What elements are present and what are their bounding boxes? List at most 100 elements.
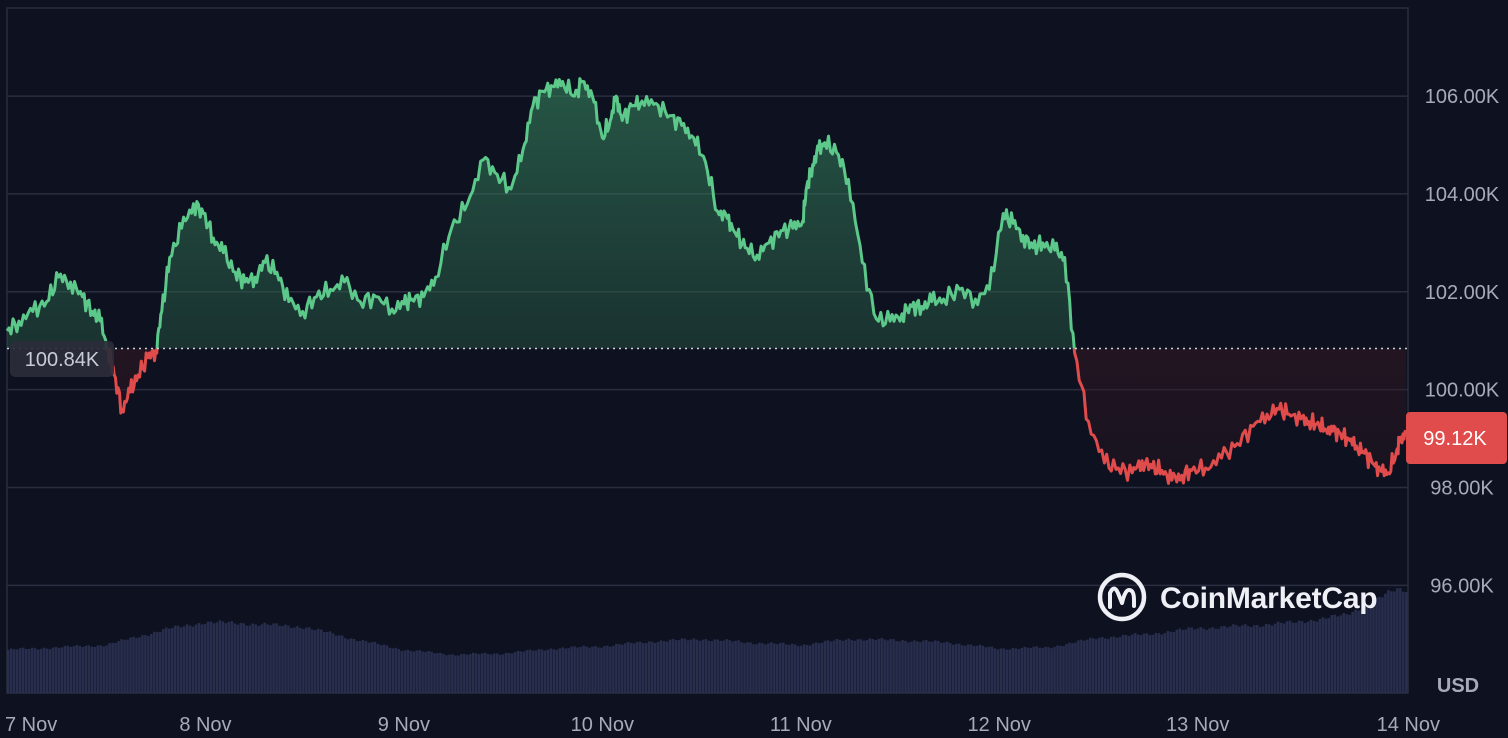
volume-bar xyxy=(1300,621,1304,693)
volume-bar xyxy=(57,647,61,693)
volume-bar xyxy=(579,646,582,693)
volume-bar xyxy=(1318,618,1322,693)
volume-bar xyxy=(913,640,916,693)
volume-bar xyxy=(588,647,591,693)
volume-bar xyxy=(164,627,168,693)
volume-bar xyxy=(51,647,55,693)
volume-bar xyxy=(713,639,716,693)
volume-bar xyxy=(230,621,234,693)
volume-bar xyxy=(1056,645,1059,693)
volume-bar xyxy=(981,645,985,693)
volume-bar xyxy=(969,644,973,693)
volume-bar xyxy=(382,644,386,693)
volume-bar xyxy=(1109,636,1113,693)
volume-bar xyxy=(785,644,788,693)
volume-bar xyxy=(224,623,228,693)
volume-bar xyxy=(266,624,269,693)
volume-bar xyxy=(1267,624,1271,693)
volume-bar xyxy=(90,646,93,693)
volume-bar xyxy=(513,652,517,693)
volume-bar xyxy=(84,645,88,693)
volume-bar xyxy=(200,624,204,693)
volume-bar xyxy=(975,645,979,693)
volume-bar xyxy=(1279,622,1283,693)
volume-bar xyxy=(996,649,1000,693)
volume-bar xyxy=(546,649,550,693)
price-line xyxy=(5,77,1408,485)
volume-bar xyxy=(1041,647,1044,693)
volume-bar xyxy=(1321,617,1325,693)
volume-bar xyxy=(650,641,654,693)
volume-bar xyxy=(793,644,797,693)
volume-bar xyxy=(150,634,153,693)
volume-bar xyxy=(594,646,597,693)
volume-bar xyxy=(1270,625,1274,693)
volume-bar xyxy=(15,649,19,693)
volume-bar xyxy=(1103,638,1107,693)
price-line-up xyxy=(5,77,1076,349)
volume-bar xyxy=(403,650,406,693)
y-tick-label: 98.00K xyxy=(1430,478,1494,500)
volume-bar xyxy=(1145,633,1149,693)
volume-bar xyxy=(543,650,547,693)
volume-bar xyxy=(856,639,860,693)
volume-bar xyxy=(463,653,466,693)
volume-bar xyxy=(737,640,740,693)
volume-bar xyxy=(454,655,457,693)
volume-bar xyxy=(850,640,854,693)
volume-bar xyxy=(1384,593,1387,693)
volume-bar xyxy=(558,648,561,693)
volume-bar xyxy=(373,641,377,693)
volume-bar xyxy=(567,648,570,693)
volume-bar xyxy=(406,649,409,693)
volume-bar xyxy=(519,651,523,693)
volume-bar xyxy=(814,642,818,693)
volume-bar xyxy=(710,641,714,693)
volume-bar xyxy=(615,643,618,693)
volume-bar xyxy=(1020,648,1024,693)
volume-bar xyxy=(1142,633,1146,693)
volume-bar xyxy=(990,646,994,693)
volume-bar xyxy=(612,645,615,693)
volume-bar xyxy=(1097,637,1101,693)
volume-bar xyxy=(36,649,40,693)
volume-bar xyxy=(394,647,398,693)
volume-bar xyxy=(63,645,67,693)
volume-bar xyxy=(1387,590,1390,693)
volume-bar xyxy=(173,625,177,693)
volume-bar xyxy=(945,641,949,693)
volume-bar xyxy=(21,647,25,693)
volume-bar xyxy=(1229,626,1232,693)
volume-bar xyxy=(182,626,186,693)
volume-bar xyxy=(1375,597,1378,693)
volume-bar xyxy=(937,641,940,693)
volume-bar xyxy=(370,642,374,693)
volume-bar xyxy=(805,644,809,693)
volume-bar xyxy=(984,647,988,693)
volume-bar xyxy=(796,646,800,693)
volume-bar xyxy=(919,642,922,693)
volume-bar xyxy=(1369,604,1372,693)
volume-bar xyxy=(138,637,141,693)
volume-bar xyxy=(1154,632,1158,693)
volume-bar xyxy=(683,638,687,693)
volume-bar xyxy=(498,654,502,693)
volume-bar xyxy=(54,646,58,693)
volume-bar xyxy=(635,641,639,693)
volume-bar xyxy=(1261,626,1265,693)
volume-bar xyxy=(1220,626,1223,693)
volume-bar xyxy=(114,642,117,693)
volume-bar xyxy=(1077,640,1080,693)
brand-name: CoinMarketCap xyxy=(1160,582,1377,615)
volume-bar xyxy=(1193,629,1196,693)
volume-bar xyxy=(656,641,660,693)
volume-bar xyxy=(832,640,836,693)
volume-bar xyxy=(802,644,806,693)
volume-bar xyxy=(322,631,326,693)
volume-bar xyxy=(621,644,624,693)
volume-bar xyxy=(501,654,505,693)
volume-bar xyxy=(317,628,320,693)
volume-bar xyxy=(206,621,210,693)
